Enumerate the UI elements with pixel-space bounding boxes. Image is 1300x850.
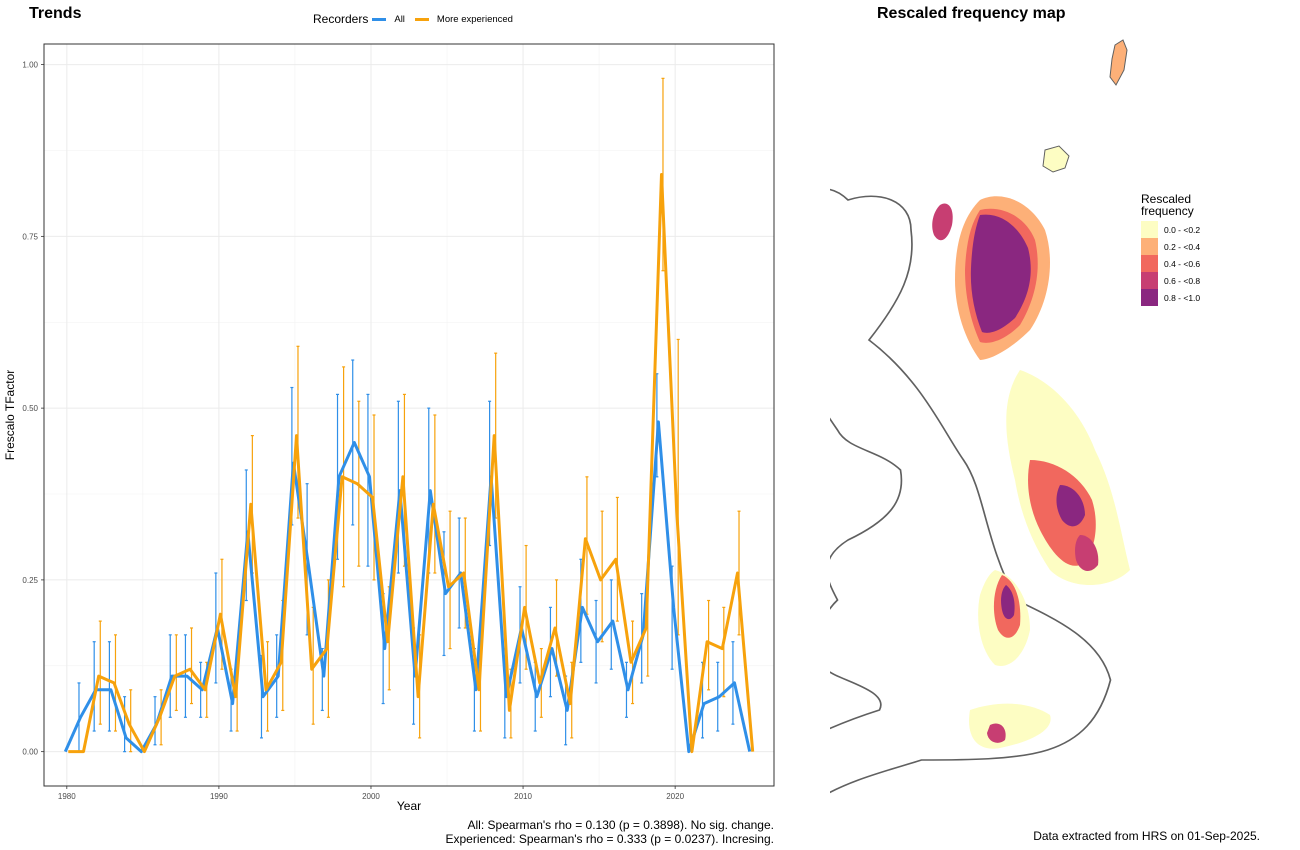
map-legend-label: 0.4 - <0.6 (1164, 258, 1201, 269)
chart-legend: Recorders All More experienced (313, 12, 513, 26)
map-legend-item: 0.8 - <1.0 (1141, 289, 1200, 306)
map-legend-item: 0.6 - <0.8 (1141, 272, 1200, 289)
y-tick-label: 0.75 (22, 232, 38, 241)
map-title: Rescaled frequency map (877, 5, 1066, 22)
legend-label-all: All (394, 13, 405, 25)
series-line-experienced (68, 173, 755, 754)
map-legend-swatch (1141, 221, 1158, 238)
map-patch (1042, 145, 1070, 173)
x-tick-label: 2020 (666, 792, 684, 801)
map-legend-swatch (1141, 238, 1158, 255)
map-legend-items: 0.0 - <0.2 0.2 - <0.4 0.4 - <0.6 0.6 - <0.8… (1141, 221, 1200, 306)
map-patch (970, 214, 1031, 333)
y-tick-label: 1.00 (22, 61, 38, 70)
map-legend-label: 0.0 - <0.2 (1164, 224, 1201, 235)
map-patch (987, 723, 1006, 743)
x-axis-title: Year (397, 799, 421, 813)
map-legend-swatch (1141, 255, 1158, 272)
map-patch (1075, 535, 1099, 572)
trend-chart: 1980 1990 2000 2010 2020 0.00 0.25 0.50 0.75 1.00… (3, 43, 775, 813)
map-legend-label: 0.8 - <1.0 (1164, 292, 1201, 303)
stats-caption-all: All: Spearman's rho = 0.130 (p = 0.3898)… (467, 818, 774, 832)
map-legend-title-line1: Rescaled (1141, 192, 1192, 206)
stats-caption: All: Spearman's rho = 0.130 (p = 0.3898)… (214, 818, 775, 846)
x-tick-label: 1990 (210, 792, 228, 801)
plot-panel (44, 44, 774, 786)
x-tick-label: 2000 (362, 792, 380, 801)
legend-swatch-experienced (414, 17, 429, 21)
map-legend-item: 0.2 - <0.4 (1141, 238, 1200, 255)
map-land-outline (830, 189, 1112, 794)
y-axis-title: Frescalo TFactor (3, 370, 17, 460)
map-legend-label: 0.6 - <0.8 (1164, 275, 1201, 286)
chart-title: Trends (29, 5, 82, 22)
legend-swatch-all (372, 17, 387, 21)
frequency-map (830, 39, 1130, 794)
legend-title: Recorders (313, 12, 369, 26)
map-patch (1109, 39, 1128, 86)
stats-caption-experienced: Experienced: Spearman's rho = 0.333 (p =… (445, 832, 775, 846)
legend-label-experienced: More experienced (436, 13, 513, 25)
map-legend: Rescaled frequency 0.0 - <0.2 0.2 - <0.4 0… (1141, 193, 1200, 306)
map-patch (1001, 585, 1015, 620)
series-line-all (63, 420, 752, 754)
y-tick-label: 0.25 (22, 576, 38, 585)
x-tick-label: 1980 (58, 792, 76, 801)
map-legend-swatch (1141, 272, 1158, 289)
plot-border (43, 43, 775, 787)
y-tick-label: 0.50 (22, 404, 38, 413)
map-legend-label: 0.2 - <0.4 (1164, 241, 1201, 252)
map-footer: Data extracted from HRS on 01-Sep-2025. (1033, 829, 1260, 843)
x-tick-label: 2010 (514, 792, 532, 801)
map-legend-item: 0.0 - <0.2 (1141, 221, 1200, 238)
map-patch (932, 203, 953, 241)
map-legend-title-line2: frequency (1141, 204, 1194, 218)
map-legend-swatch (1141, 289, 1158, 306)
map-patch (1056, 485, 1085, 527)
map-legend-title: Rescaled frequency (1141, 193, 1200, 217)
map-legend-item: 0.4 - <0.6 (1141, 255, 1200, 272)
y-tick-label: 0.00 (22, 748, 38, 757)
